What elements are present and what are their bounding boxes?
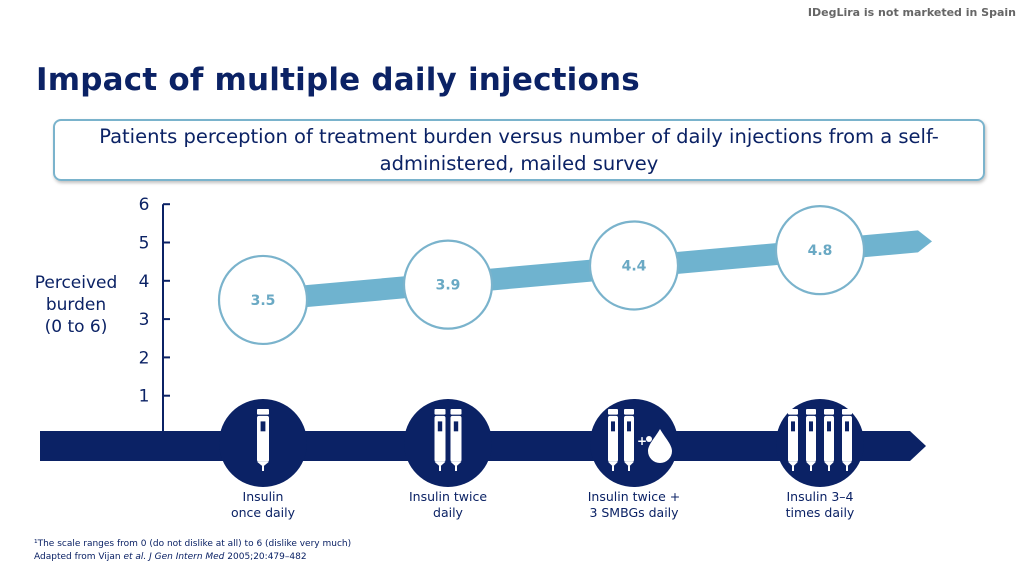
value-label-1: 3.5 xyxy=(251,293,276,309)
x-category-label-4: Insulin 3–4 times daily xyxy=(745,489,895,521)
single-pen-icon xyxy=(257,409,269,471)
y-tick-label-4: 4 xyxy=(139,272,150,292)
y-tick-label-5: 5 xyxy=(139,234,150,254)
footnote-scale: ¹The scale ranges from 0 (do not dislike… xyxy=(34,539,351,549)
y-tick-label-6: 6 xyxy=(139,195,150,215)
y-tick-label-3: 3 xyxy=(139,310,150,330)
footnote-reference-prefix: Adapted from Vijan xyxy=(34,552,123,562)
value-label-2: 3.9 xyxy=(436,278,461,294)
footnote-reference-suffix: 2005;20:479–482 xyxy=(224,552,306,562)
x-category-label-3: Insulin twice + 3 SMBGs daily xyxy=(559,489,709,521)
y-tick-label-2: 2 xyxy=(139,348,150,368)
footnote-reference-journal: et al. J Gen Intern Med xyxy=(123,552,224,562)
icon-circle-2 xyxy=(404,399,492,487)
svg-text:+: + xyxy=(637,434,647,448)
y-tick-label-1: 1 xyxy=(139,387,150,407)
footnote-reference: Adapted from Vijan et al. J Gen Intern M… xyxy=(34,552,307,562)
x-category-label-1: Insulin once daily xyxy=(188,489,338,521)
value-label-4: 4.8 xyxy=(808,243,833,259)
x-category-label-2: Insulin twice daily xyxy=(373,489,523,521)
value-label-3: 4.4 xyxy=(622,258,647,274)
